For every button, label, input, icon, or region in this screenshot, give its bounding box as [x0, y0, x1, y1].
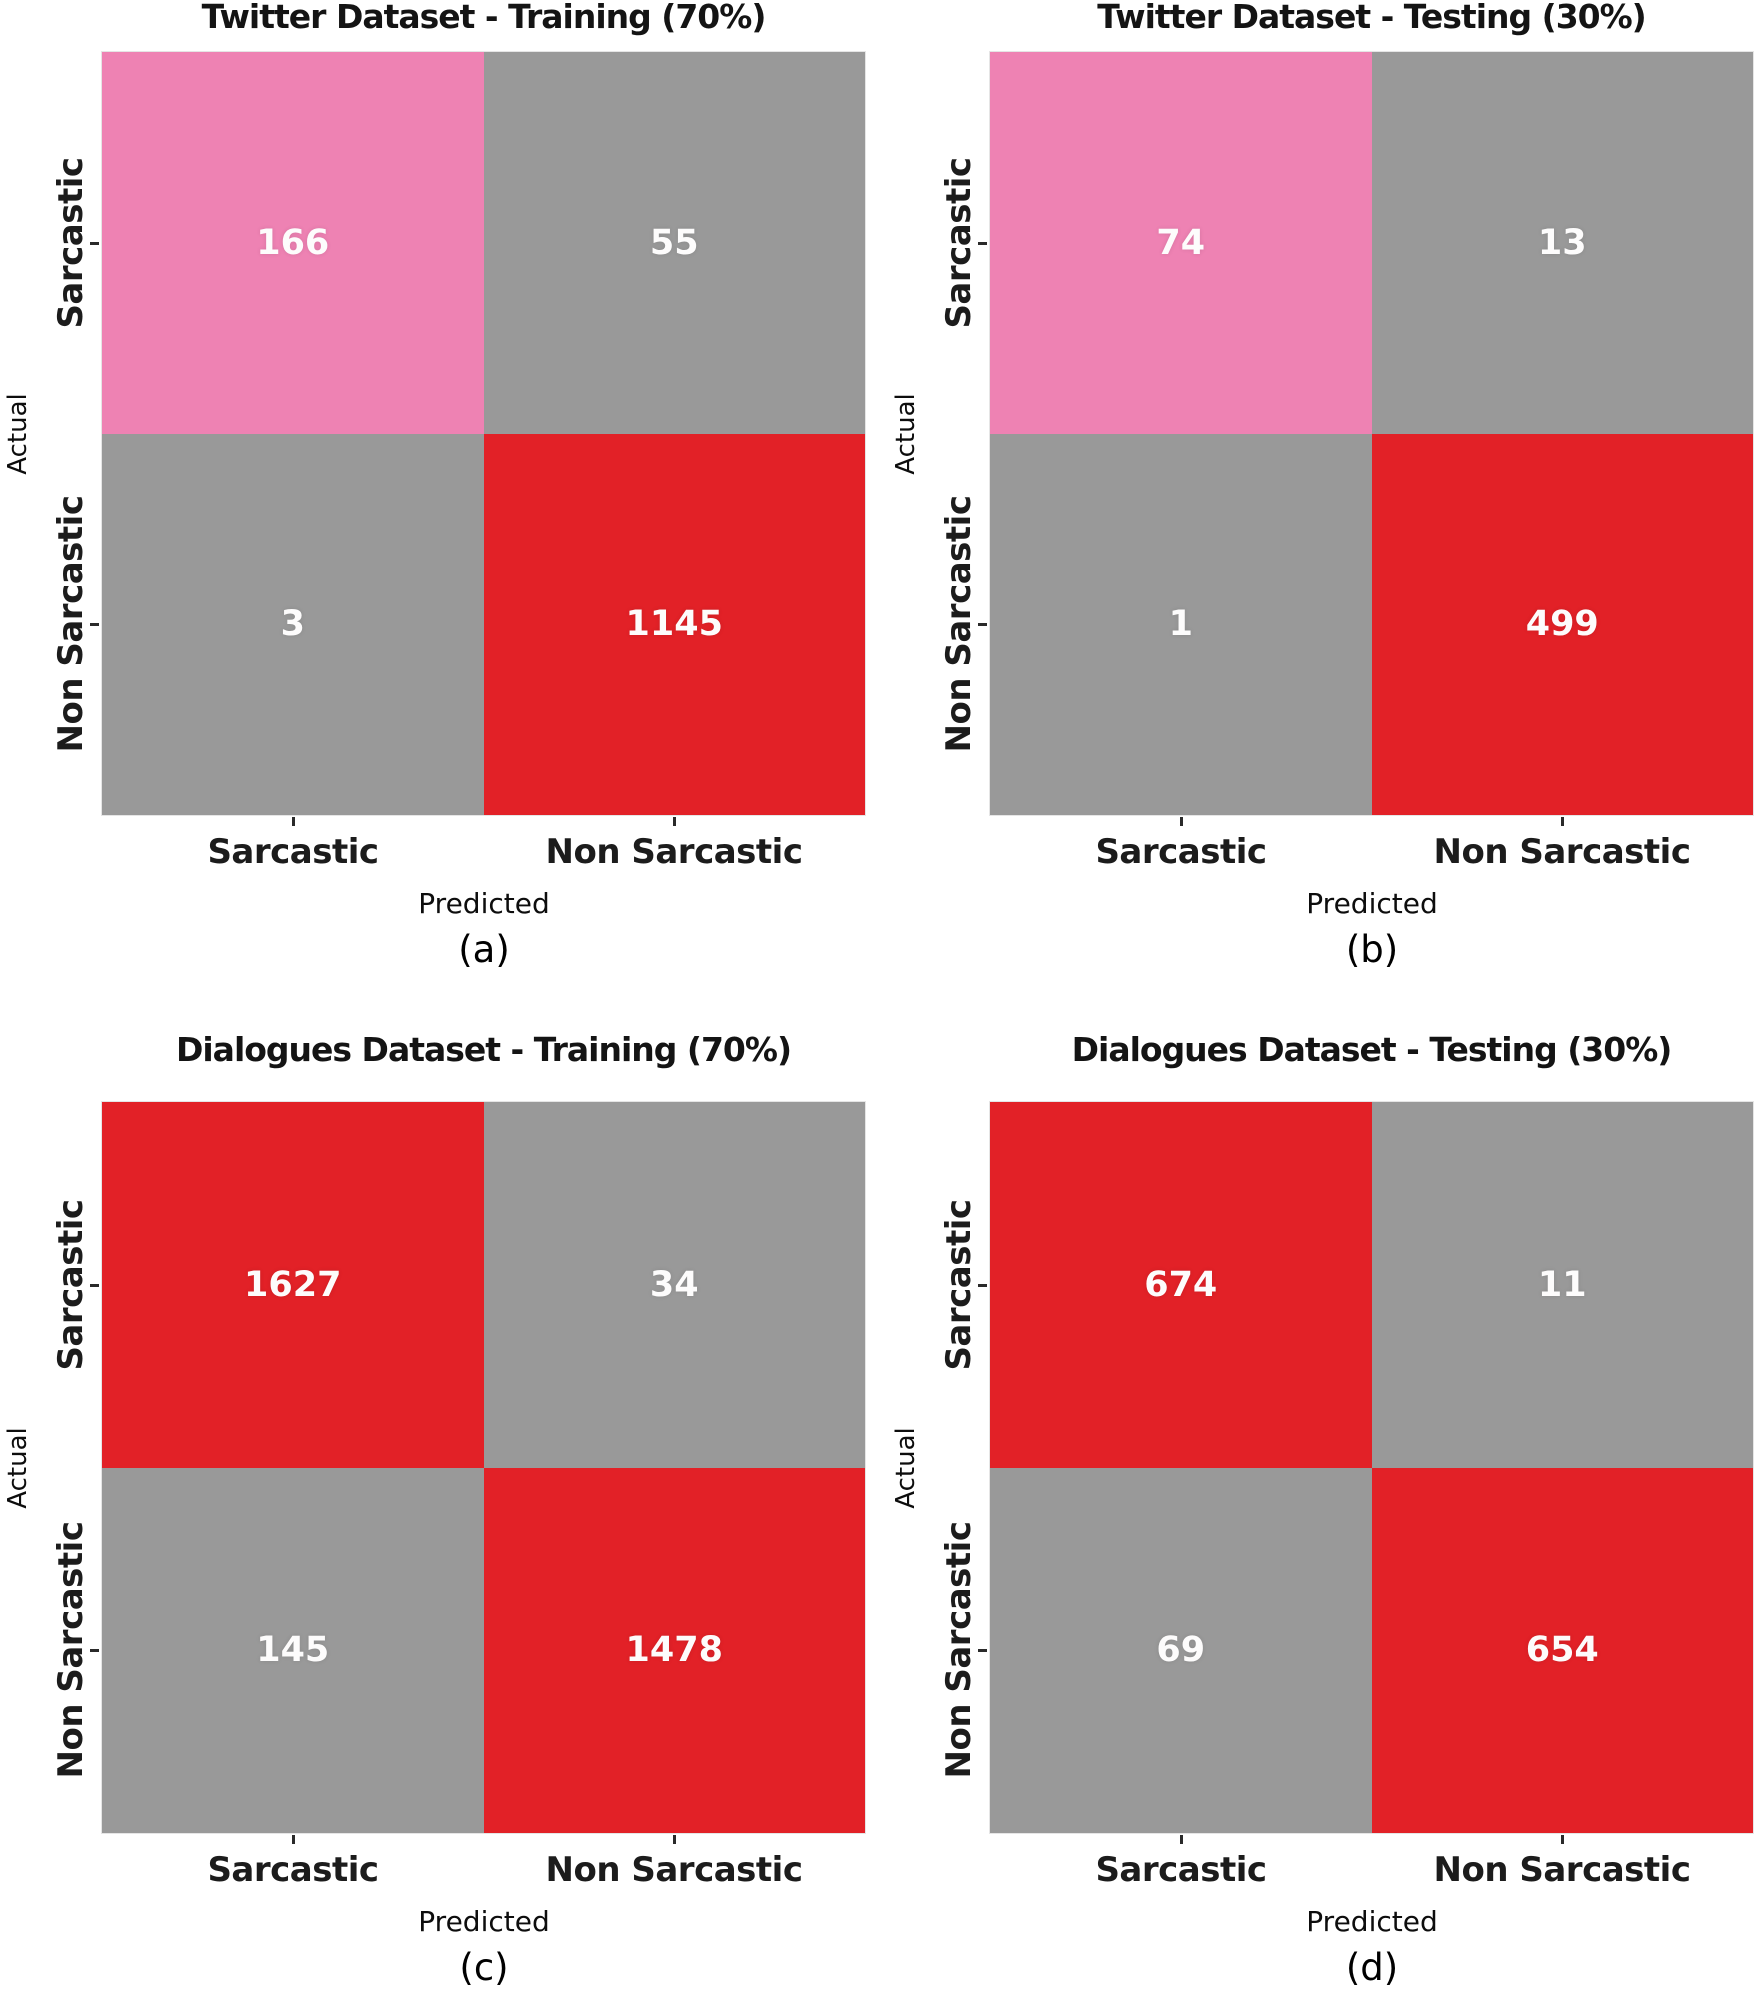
panel-title: Twitter Dataset - Training (70%)	[201, 0, 767, 36]
x-axis-label: Predicted	[418, 1905, 550, 1938]
cell-actual-non-sarcastic-pred-non-sarcastic: 654	[1371, 1467, 1753, 1833]
y-tick-mark	[978, 1283, 987, 1287]
y-tick-mark	[978, 623, 987, 627]
x-tick-label-sarcastic: Sarcastic	[207, 832, 379, 872]
y-tick-label-sarcastic: Sarcastic	[51, 157, 91, 329]
x-axis-label: Predicted	[1306, 1905, 1438, 1938]
y-tick-label-sarcastic: Sarcastic	[51, 1199, 91, 1371]
y-tick-mark	[90, 241, 99, 245]
cell-actual-non-sarcastic-pred-non-sarcastic: 1478	[483, 1467, 865, 1833]
x-tick-mark	[673, 1835, 676, 1844]
y-axis-label: Actual	[3, 1426, 33, 1509]
heatmap: 1627 34 145 1478	[102, 1102, 865, 1833]
y-tick-label-non-sarcastic: Non Sarcastic	[939, 1521, 979, 1779]
y-tick-mark	[90, 1649, 99, 1653]
panel-a: Twitter Dataset - Training (70%) Actual …	[0, 0, 877, 985]
panel-title: Dialogues Dataset - Training (70%)	[175, 1030, 792, 1069]
cell-actual-sarcastic-pred-non-sarcastic: 55	[483, 52, 865, 434]
cell-actual-sarcastic-pred-non-sarcastic: 13	[1371, 52, 1753, 434]
y-axis-label: Actual	[891, 1426, 921, 1509]
y-tick-mark	[90, 623, 99, 627]
x-tick-label-non-sarcastic: Non Sarcastic	[1433, 832, 1691, 872]
y-tick-mark	[978, 241, 987, 245]
y-tick-label-non-sarcastic: Non Sarcastic	[51, 1521, 91, 1779]
y-tick-mark	[90, 1283, 99, 1287]
panel-letter: (d)	[1345, 1946, 1399, 1989]
x-axis-label: Predicted	[1306, 887, 1438, 920]
y-tick-mark	[978, 1649, 987, 1653]
x-tick-mark	[1180, 1835, 1183, 1844]
heatmap: 166 55 3 1145	[102, 52, 865, 815]
x-tick-mark	[1561, 817, 1564, 826]
heatmap: 674 11 69 654	[990, 1102, 1753, 1833]
panel-title: Dialogues Dataset - Testing (30%)	[1071, 1030, 1673, 1069]
cell-actual-non-sarcastic-pred-sarcastic: 69	[990, 1467, 1372, 1833]
x-tick-label-sarcastic: Sarcastic	[1095, 832, 1267, 872]
cell-actual-non-sarcastic-pred-sarcastic: 3	[102, 433, 484, 815]
x-tick-label-sarcastic: Sarcastic	[207, 1850, 379, 1890]
x-tick-label-non-sarcastic: Non Sarcastic	[545, 1850, 803, 1890]
cell-actual-sarcastic-pred-sarcastic: 166	[102, 52, 484, 434]
cell-actual-non-sarcastic-pred-non-sarcastic: 1145	[483, 433, 865, 815]
panel-letter: (a)	[458, 928, 510, 971]
y-tick-label-non-sarcastic: Non Sarcastic	[51, 495, 91, 753]
x-tick-label-non-sarcastic: Non Sarcastic	[545, 832, 803, 872]
x-axis-label: Predicted	[418, 887, 550, 920]
panel-title: Twitter Dataset - Testing (30%)	[1097, 0, 1647, 36]
x-tick-mark	[673, 817, 676, 826]
cell-actual-non-sarcastic-pred-non-sarcastic: 499	[1371, 433, 1753, 815]
panel-letter: (c)	[459, 1946, 509, 1989]
cell-actual-non-sarcastic-pred-sarcastic: 145	[102, 1467, 484, 1833]
y-axis-label: Actual	[891, 392, 921, 475]
x-tick-label-sarcastic: Sarcastic	[1095, 1850, 1267, 1890]
heatmap: 74 13 1 499	[990, 52, 1753, 815]
panel-d: Dialogues Dataset - Testing (30%) Actual…	[878, 985, 1755, 1993]
panel-b: Twitter Dataset - Testing (30%) Actual S…	[878, 0, 1755, 985]
cell-actual-sarcastic-pred-sarcastic: 674	[990, 1102, 1372, 1468]
cell-actual-sarcastic-pred-non-sarcastic: 11	[1371, 1102, 1753, 1468]
panel-c: Dialogues Dataset - Training (70%) Actua…	[0, 985, 877, 1993]
x-tick-mark	[1180, 817, 1183, 826]
y-tick-label-sarcastic: Sarcastic	[939, 157, 979, 329]
x-tick-mark	[292, 817, 295, 826]
cell-actual-sarcastic-pred-non-sarcastic: 34	[483, 1102, 865, 1468]
y-tick-label-sarcastic: Sarcastic	[939, 1199, 979, 1371]
x-tick-mark	[1561, 1835, 1564, 1844]
y-axis-label: Actual	[3, 392, 33, 475]
x-tick-mark	[292, 1835, 295, 1844]
cell-actual-sarcastic-pred-sarcastic: 74	[990, 52, 1372, 434]
cell-actual-sarcastic-pred-sarcastic: 1627	[102, 1102, 484, 1468]
cell-actual-non-sarcastic-pred-sarcastic: 1	[990, 433, 1372, 815]
x-tick-label-non-sarcastic: Non Sarcastic	[1433, 1850, 1691, 1890]
y-tick-label-non-sarcastic: Non Sarcastic	[939, 495, 979, 753]
panel-letter: (b)	[1345, 928, 1399, 971]
